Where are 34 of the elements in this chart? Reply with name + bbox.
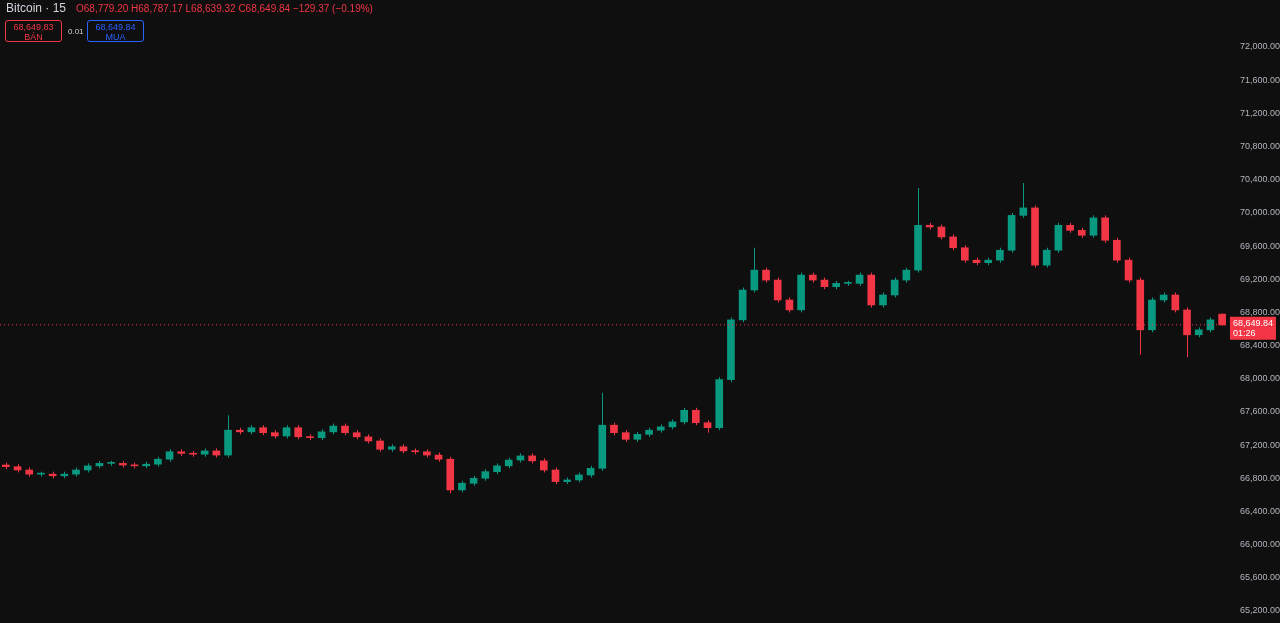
y-tick-label: 72,000.00 [1239, 41, 1280, 52]
y-tick-label: 68,800.00 [1239, 306, 1280, 317]
y-tick-label: 69,200.00 [1239, 273, 1280, 284]
y-tick-label: 69,600.00 [1239, 240, 1280, 251]
text: BÁN [24, 32, 43, 42]
y-tick-label: 65,600.00 [1239, 572, 1280, 583]
text: 68,649.84 [94, 22, 137, 32]
chart-title: Bitcoin · 15 [6, 1, 67, 15]
ref-line-label: 68,649.84 [1232, 318, 1274, 329]
candlestick [750, 247, 759, 294]
text: 01:26 [1232, 328, 1256, 339]
candlestick [1089, 214, 1098, 239]
y-tick-label: 66,000.00 [1239, 539, 1280, 550]
y-tick-label: 66,400.00 [1239, 505, 1280, 516]
candlestick [1101, 214, 1109, 244]
candlestick [773, 277, 782, 303]
y-tick-label: 66,800.00 [1239, 472, 1280, 483]
y-tick-label: 65,200.00 [1239, 605, 1280, 616]
y-tick-label: 71,200.00 [1239, 107, 1280, 118]
y-tick-label: 71,600.00 [1239, 74, 1280, 85]
y-tick-label: 68,400.00 [1239, 340, 1280, 351]
candlestick [1042, 247, 1051, 269]
y-tick-label: 70,800.00 [1239, 141, 1280, 152]
y-tick-label: 70,400.00 [1239, 174, 1280, 185]
y-tick-label: 68,000.00 [1239, 373, 1280, 384]
y-tick-label: 70,000.00 [1239, 207, 1280, 218]
text: 68,649.83 [12, 22, 55, 32]
text: 0.01 [68, 27, 84, 36]
text: MUA [104, 32, 127, 42]
candlestick [1019, 182, 1028, 219]
text: O68,779.20 H68,787.17 L68,639.32 C68,649.84 −129.37 (−0.19%) [76, 2, 373, 14]
y-tick-label: 67,600.00 [1239, 406, 1280, 417]
candlestick [1113, 237, 1121, 264]
y-tick-label: 67,200.00 [1239, 439, 1280, 450]
